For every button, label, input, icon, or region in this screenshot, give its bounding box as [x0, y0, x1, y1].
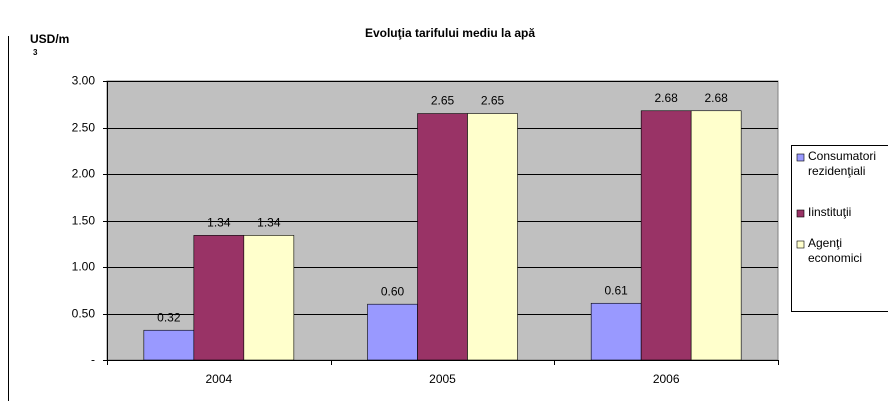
data-label: 2.68	[654, 91, 678, 105]
y-tick-label: -	[91, 353, 95, 367]
y-tick-label: 0.50	[72, 307, 96, 321]
data-label: 0.32	[157, 310, 181, 324]
data-label: 0.60	[381, 284, 405, 298]
y-tick-label: 1.50	[72, 214, 96, 228]
bar	[590, 302, 642, 361]
y-axis-label-superscript: 3	[33, 48, 38, 57]
y-tick-label: 1.00	[72, 260, 96, 274]
legend-swatch	[796, 240, 805, 249]
legend-item: Consumatori rezidenţiali	[808, 149, 877, 178]
bar	[143, 329, 195, 361]
legend-label: Agenţi economici	[808, 236, 863, 265]
y-axis-label: USD/m	[30, 32, 69, 46]
legend-item: Agenţi economici	[808, 236, 863, 265]
y-tick-label: 2.50	[72, 121, 96, 135]
y-tick-label: 2.00	[72, 167, 96, 181]
data-label: 1.34	[207, 216, 231, 230]
legend-swatch	[796, 153, 805, 162]
bar	[367, 303, 418, 361]
x-tick-label: 2006	[653, 372, 680, 386]
x-tick-label: 2004	[205, 372, 232, 386]
legend-swatch	[796, 209, 805, 218]
bar	[417, 113, 468, 361]
bar	[467, 113, 518, 361]
chart-title: Evoluţia tarifului mediu la apă	[365, 26, 535, 40]
bar	[640, 110, 692, 361]
y-tick-label: 3.00	[72, 74, 96, 88]
bar	[193, 235, 245, 361]
data-label: 1.34	[257, 216, 281, 230]
data-label: 2.68	[704, 91, 728, 105]
legend-label: Consumatori rezidenţiali	[808, 149, 877, 178]
x-tick-label: 2005	[429, 372, 456, 386]
legend	[791, 145, 888, 312]
bar	[243, 235, 295, 361]
data-label: 0.61	[604, 283, 628, 297]
bar	[690, 110, 742, 361]
legend-item: Iinstituţii	[808, 205, 852, 219]
data-label: 2.65	[481, 94, 505, 108]
legend-label: Iinstituţii	[808, 205, 852, 219]
data-label: 2.65	[431, 94, 455, 108]
